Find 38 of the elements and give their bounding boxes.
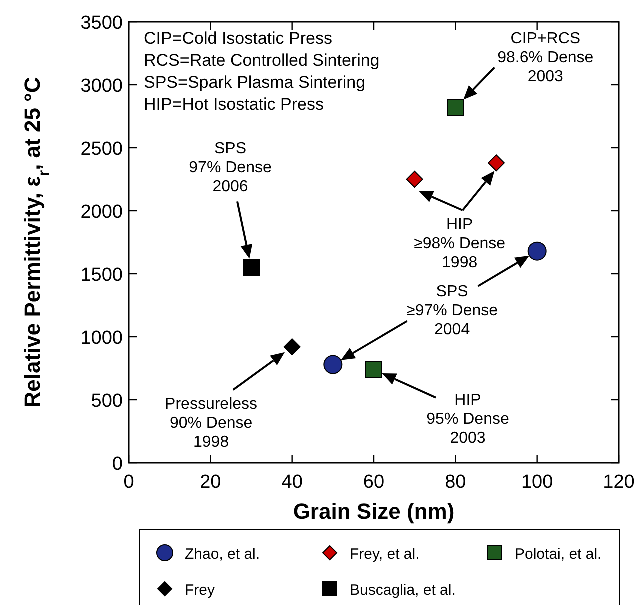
y-tick-label: 2500	[80, 139, 123, 160]
point	[447, 99, 464, 116]
legend-label: Buscaglia, et al.	[350, 582, 456, 599]
legend-label: Frey, et al.	[350, 546, 420, 563]
annotation: SPS 97% Dense 2006	[189, 140, 272, 196]
y-tick-label: 2000	[80, 202, 123, 223]
point	[488, 154, 505, 172]
x-tick-label: 120	[603, 472, 635, 493]
y-tick-label: 1000	[80, 328, 123, 349]
point	[284, 338, 301, 356]
annotation: HIP=Hot Isostatic Press	[144, 95, 324, 114]
point	[366, 361, 382, 378]
x-tick-label: 40	[282, 472, 303, 493]
point	[406, 171, 424, 188]
annotation: Pressureless 90% Dense 1998	[165, 396, 258, 452]
point	[243, 259, 260, 276]
annotation: SPS ≥97% Dense 2004	[406, 283, 498, 338]
annotation: HIP ≥98% Dense 1998	[414, 216, 506, 272]
x-tick-label: 100	[521, 472, 554, 493]
annotation: HIP 95% Dense 2003	[426, 392, 510, 447]
y-tick-label: 0	[112, 454, 123, 475]
point	[528, 242, 547, 261]
point	[324, 355, 343, 374]
y-tick-label: 3500	[80, 13, 123, 34]
annotation: CIP+RCS 98.6% Dense 2003	[498, 30, 594, 86]
annotation: RCS=Rate Controlled Sintering	[144, 51, 380, 70]
x-axis-title: Grain Size (nm)	[293, 499, 455, 524]
legend-label: Frey	[185, 582, 216, 599]
x-tick-label: 20	[200, 472, 222, 493]
x-tick-label: 80	[445, 472, 466, 493]
y-tick-label: 500	[91, 391, 123, 412]
legend-label: Zhao, et al.	[185, 546, 260, 563]
y-tick-label: 1500	[80, 265, 123, 286]
x-tick-label: 60	[363, 472, 385, 493]
annotation: SPS=Spark Plasma Sintering	[144, 73, 366, 92]
annotation: CIP=Cold Isostatic Press	[144, 29, 332, 48]
legend-label: Polotai, et al.	[515, 546, 602, 563]
y-tick-label: 3000	[80, 76, 123, 97]
